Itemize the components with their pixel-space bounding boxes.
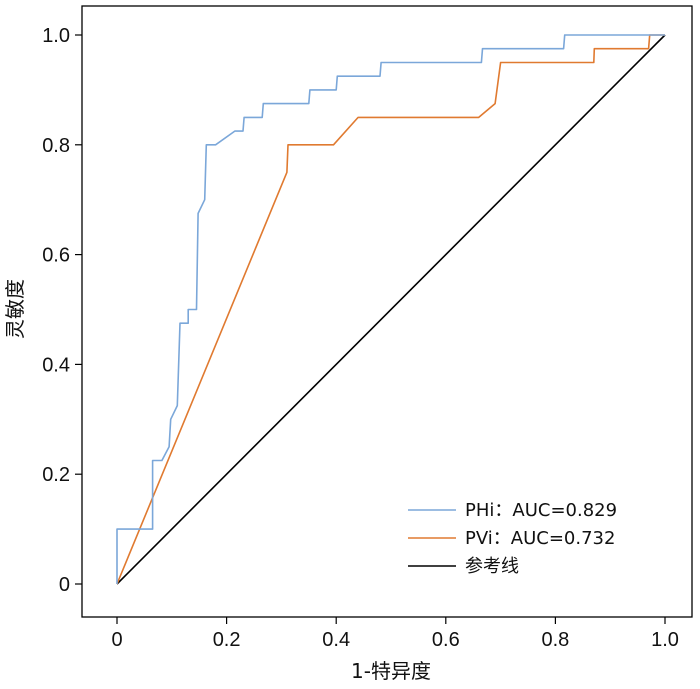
y-tick-label: 0.6 — [42, 245, 70, 267]
series-line-2 — [116, 34, 666, 585]
x-tick-label: 0.8 — [541, 629, 569, 651]
y-tick-label: 0.4 — [42, 354, 70, 376]
legend-label: 参考线 — [465, 556, 519, 577]
y-tick-label: 0 — [59, 574, 70, 596]
y-tick-label: 0.2 — [42, 464, 70, 486]
x-tick-label: 0.2 — [213, 629, 241, 651]
x-tick-label: 0.4 — [322, 629, 350, 651]
y-tick-label: 0.8 — [42, 135, 70, 157]
y-tick-label: 1.0 — [42, 25, 70, 47]
series-line-0 — [116, 34, 665, 584]
y-axis-title: 灵敏度 — [3, 279, 27, 339]
legend-label: PVi：AUC=0.732 — [465, 528, 615, 549]
x-axis-title: 1-特异度 — [351, 659, 431, 683]
legend-label: PHi：AUC=0.829 — [465, 500, 617, 521]
x-tick-label: 0.6 — [432, 629, 460, 651]
series-line-1 — [116, 34, 665, 585]
x-tick-label: 1.0 — [651, 629, 679, 651]
plot-frame — [81, 5, 693, 618]
x-tick-label: 0 — [111, 629, 122, 651]
